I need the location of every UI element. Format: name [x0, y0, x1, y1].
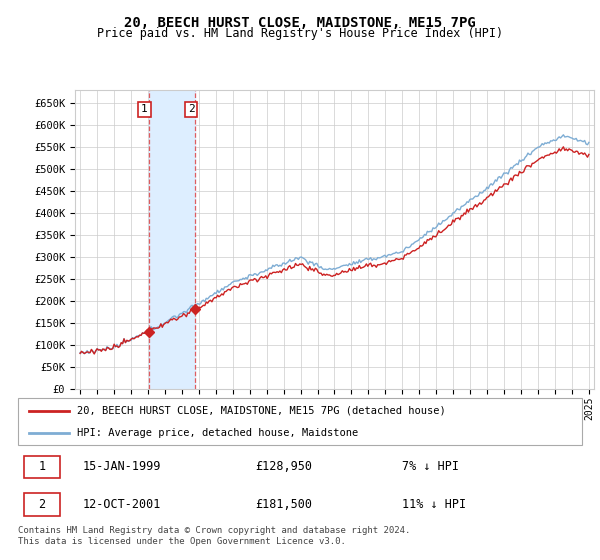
FancyBboxPatch shape [23, 456, 60, 478]
Text: 20, BEECH HURST CLOSE, MAIDSTONE, ME15 7PG: 20, BEECH HURST CLOSE, MAIDSTONE, ME15 7… [124, 16, 476, 30]
FancyBboxPatch shape [18, 398, 582, 445]
Text: 15-JAN-1999: 15-JAN-1999 [83, 460, 161, 473]
Text: HPI: Average price, detached house, Maidstone: HPI: Average price, detached house, Maid… [77, 428, 358, 438]
Text: Contains HM Land Registry data © Crown copyright and database right 2024.
This d: Contains HM Land Registry data © Crown c… [18, 526, 410, 546]
Text: 20, BEECH HURST CLOSE, MAIDSTONE, ME15 7PG (detached house): 20, BEECH HURST CLOSE, MAIDSTONE, ME15 7… [77, 406, 446, 416]
Text: 2: 2 [38, 498, 46, 511]
Text: 7% ↓ HPI: 7% ↓ HPI [401, 460, 458, 473]
Text: 2: 2 [188, 104, 194, 114]
Text: 1: 1 [141, 104, 148, 114]
Text: £128,950: £128,950 [255, 460, 312, 473]
Bar [149, 90, 195, 389]
Text: Price paid vs. HM Land Registry's House Price Index (HPI): Price paid vs. HM Land Registry's House … [97, 27, 503, 40]
FancyBboxPatch shape [23, 493, 60, 516]
Text: 1: 1 [38, 460, 46, 473]
Text: £181,500: £181,500 [255, 498, 312, 511]
Text: 11% ↓ HPI: 11% ↓ HPI [401, 498, 466, 511]
Text: 12-OCT-2001: 12-OCT-2001 [83, 498, 161, 511]
